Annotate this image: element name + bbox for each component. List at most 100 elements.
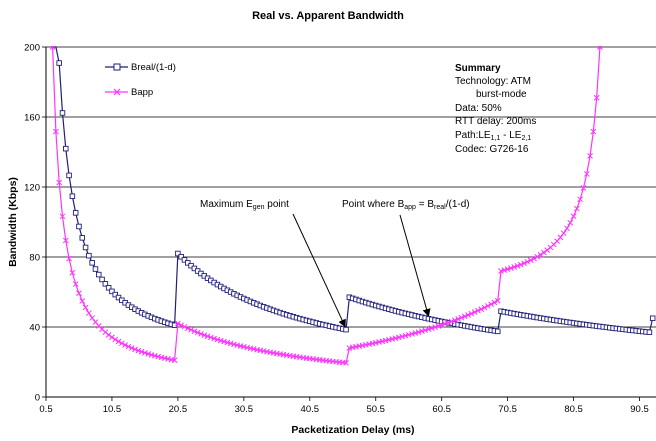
data-point [432, 324, 438, 330]
legend-label-breal: Breal/(1-d) [131, 62, 176, 73]
summary-path-sub1: 1,1 [491, 135, 501, 142]
tick-labels: 0 40 80 120 160 200 0.5 10.5 20.5 30.5 40.5 50.5 60.… [24, 43, 649, 416]
data-point [112, 291, 118, 298]
data-point [56, 179, 63, 186]
data-point [72, 281, 79, 287]
data-point [419, 328, 425, 335]
data-point [89, 315, 96, 321]
x-tick-label: 0.5 [39, 404, 52, 415]
summary-path: Path:LE1,1 - LE2,1 [455, 130, 531, 142]
data-point [343, 326, 349, 333]
data-point [531, 255, 537, 262]
summary-technology-mode: burst-mode [476, 89, 527, 100]
data-point [557, 234, 564, 241]
data-point [442, 320, 448, 327]
data-point [82, 304, 89, 311]
data-point [475, 307, 481, 314]
data-point [69, 193, 76, 199]
data-point [524, 258, 531, 265]
data-point [185, 260, 191, 266]
data-point [649, 315, 656, 322]
data-point [412, 330, 419, 336]
data-point [481, 304, 488, 311]
y-axis-title: Bandwidth (Kbps) [7, 177, 19, 267]
data-point [452, 317, 458, 324]
data-point [597, 46, 603, 50]
data-point [86, 310, 92, 316]
data-point [109, 334, 115, 341]
data-point [389, 336, 396, 342]
data-point [567, 219, 574, 226]
summary-heading: Summary [455, 63, 501, 74]
y-tick-label: 40 [29, 323, 40, 334]
annotation-max-egen-tail: point [264, 199, 289, 210]
data-point [425, 326, 432, 333]
summary-box: Summary Technology: ATM burst-mode Data:… [455, 63, 536, 155]
data-point [181, 257, 188, 263]
legend-item-breal: Breal/(1-d) [105, 62, 176, 73]
data-point [402, 332, 409, 339]
data-point [175, 320, 181, 327]
annotation-max-egen-main: Maximum E [200, 199, 253, 210]
data-point [534, 253, 541, 260]
data-point [386, 336, 392, 343]
data-point [237, 343, 244, 349]
annotation-bapp-eq-text: Point where Bapp = Breal/(1-d) [342, 199, 470, 211]
y-tick-label: 0 [35, 393, 40, 404]
data-point [128, 345, 135, 351]
data-point [395, 334, 402, 341]
summary-path-prefix: Path:LE [455, 130, 491, 141]
data-point [564, 225, 570, 232]
data-point [465, 312, 471, 318]
data-point [577, 196, 584, 203]
data-point [498, 268, 504, 274]
data-point [76, 290, 82, 297]
data-point [537, 251, 544, 258]
data-point [488, 301, 494, 308]
data-point [62, 237, 69, 244]
data-point [109, 288, 115, 295]
data-point [574, 205, 580, 212]
data-point [438, 322, 445, 328]
data-point [583, 171, 590, 177]
data-point [102, 281, 109, 287]
data-point [415, 329, 422, 335]
series-bapp [49, 46, 603, 366]
x-tick-label: 50.5 [366, 404, 385, 415]
data-point [135, 347, 142, 354]
data-point [56, 60, 62, 66]
annotation-max-egen-sub: gen [253, 204, 265, 211]
data-point [89, 260, 95, 266]
data-point [508, 265, 514, 271]
data-point [458, 314, 465, 321]
annotation-max-egen-arrow [292, 213, 346, 328]
summary-technology: Technology: ATM [455, 76, 531, 87]
data-point [151, 352, 158, 359]
y-tick-label: 120 [24, 183, 40, 194]
data-point [224, 339, 231, 346]
annotation-bapp-eq-arrow [399, 214, 431, 317]
data-point [494, 328, 501, 335]
data-point [587, 152, 593, 159]
data-point [118, 340, 125, 347]
data-point [158, 354, 165, 361]
data-point [494, 297, 501, 304]
data-point [478, 306, 485, 312]
annotation-bapp-eq: Point where Bapp = Breal/(1-d) [342, 199, 470, 317]
annotation-bapp-eq-b: = B [416, 199, 434, 210]
data-point [92, 266, 99, 272]
data-point [82, 244, 89, 251]
axes [42, 46, 656, 401]
data-point [511, 264, 518, 270]
data-point [484, 303, 491, 309]
legend-label-bapp: Bapp [131, 87, 153, 98]
data-point [405, 331, 412, 338]
x-tick-label: 80.5 [564, 404, 583, 415]
data-point [570, 213, 577, 220]
data-point [392, 335, 399, 342]
data-point [461, 313, 468, 320]
x-tick-label: 90.5 [630, 404, 649, 415]
annotation-bapp-eq-sub-a: app [404, 204, 416, 211]
data-point [593, 94, 600, 101]
legend-item-bapp: Bapp [105, 87, 153, 98]
